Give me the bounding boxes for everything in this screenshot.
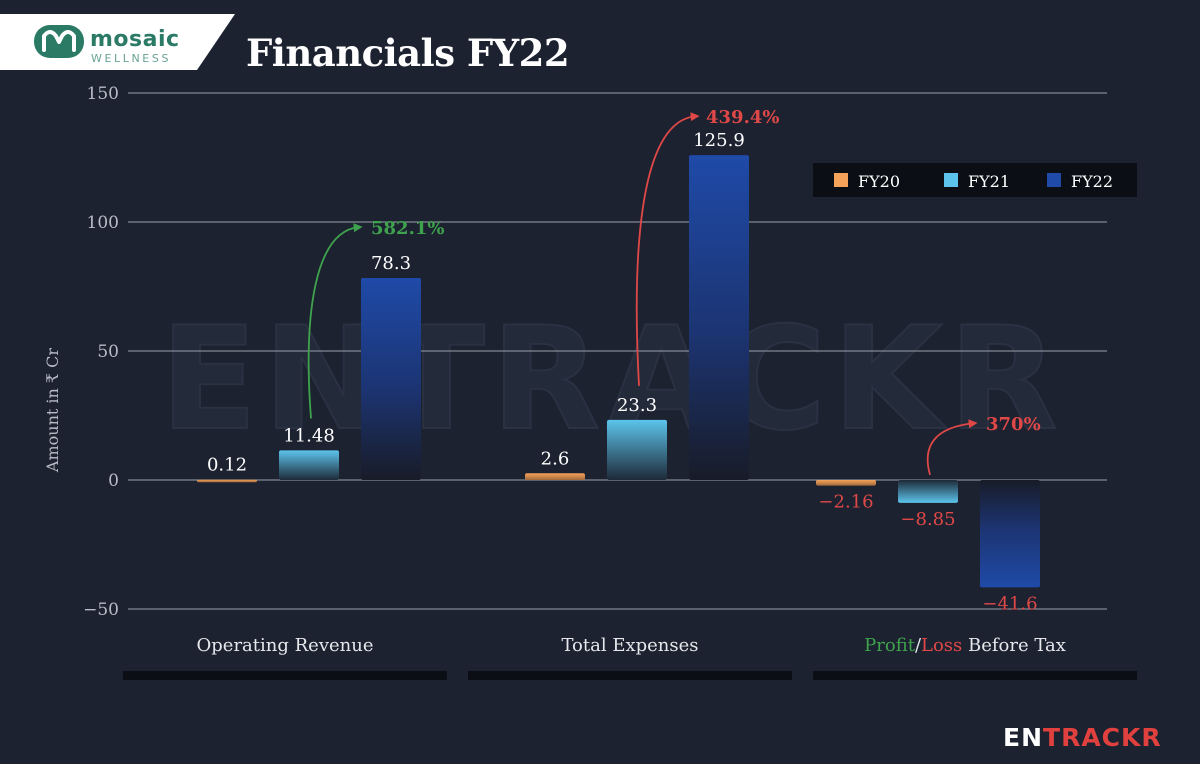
logo-brand: mosaic [90,27,180,52]
category-label-loss: Loss [921,635,962,656]
growth-annotations: 582.1% 439.4% 370% [307,107,1041,476]
bar-fy22-1 [689,155,749,481]
legend-swatch-fy22 [1047,173,1061,187]
x-axis-categories: Operating Revenue Total Expenses Profit/Lo… [123,635,1137,680]
category-underline [813,671,1137,680]
growth-annotation: 370% [986,414,1041,435]
value-label: −8.85 [900,509,955,530]
logo: mosaic WELLNESS [0,14,235,70]
growth-annotation: 582.1% [371,218,444,239]
value-label: 23.3 [617,395,657,416]
legend-box [813,163,1137,197]
legend-swatch-fy21 [944,173,958,187]
bar-fy22-2 [980,480,1040,588]
logo-subtitle: WELLNESS [91,52,172,65]
brand-footer-trackr: TRACKR [1043,723,1162,752]
bar-fy20-0 [197,479,257,483]
growth-arrow-icon [926,419,978,476]
y-tick-label: 50 [97,342,119,362]
value-label: 78.3 [371,253,411,274]
y-axis-label: Amount in ₹ Cr [43,348,62,474]
category-label: Profit/Loss Before Tax [864,635,1066,656]
legend-label: FY20 [858,172,900,191]
legend-swatch-fy20 [834,173,848,187]
bar-fy21-1 [607,419,667,480]
category-label-profit: Profit [864,635,916,656]
category-label: Operating Revenue [197,635,374,656]
bar-fy20-1 [525,473,585,480]
category-underline [123,671,447,680]
brand-footer: ENTRACKR [1003,724,1162,752]
bar-fy20-2 [816,480,876,486]
y-axis-ticks: −50 0 50 100 150 [83,84,119,620]
bars [197,155,1040,588]
growth-arrow-icon [635,112,700,386]
value-label: 125.9 [693,130,745,151]
growth-arrow-icon [307,223,363,419]
category-label-slash: / [915,635,922,656]
bar-fy21-2 [898,480,958,503]
logo-panel [0,14,235,70]
legend-label: FY22 [1071,172,1113,191]
category-label-rest: Before Tax [962,635,1066,656]
y-tick-label: 0 [108,471,119,491]
category-label: Total Expenses [561,635,698,656]
y-tick-label: −50 [83,600,119,620]
value-labels: 0.12 2.6 −2.16 11.48 23.3 −8.85 78.3 125.9 −41.6 [207,130,1038,614]
growth-annotation: 439.4% [706,107,779,128]
y-tick-label: 100 [87,213,119,233]
value-label: 11.48 [283,425,335,446]
y-tick-label: 150 [87,84,119,104]
value-label: 0.12 [207,455,247,476]
page-title: Financials FY22 [246,31,570,75]
logo-mark-icon [42,30,76,52]
legend: FY20 FY21 FY22 [813,163,1137,197]
brand-footer-en: EN [1003,723,1044,752]
bar-fy21-0 [279,450,339,480]
value-label: −41.6 [982,593,1037,614]
value-label: 2.6 [541,448,570,469]
bar-fy22-0 [361,277,421,480]
value-label: −2.16 [818,492,873,513]
category-underline [468,671,792,680]
legend-label: FY21 [968,172,1010,191]
